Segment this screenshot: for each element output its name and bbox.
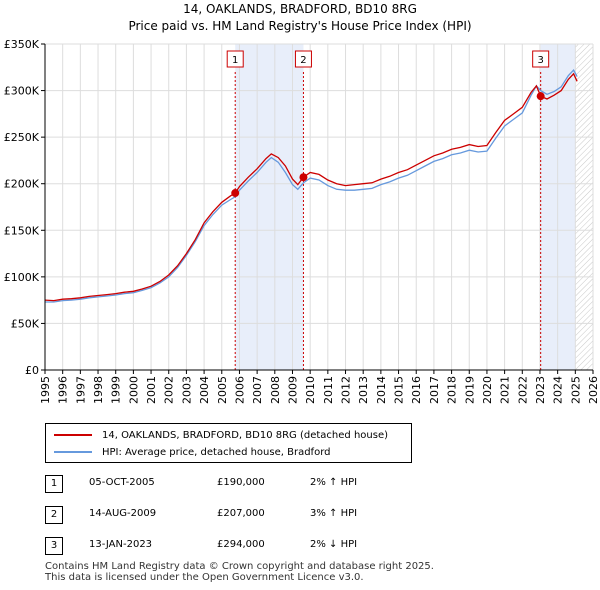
x-tick-label: 2015	[393, 376, 406, 404]
x-tick-label: 1999	[110, 376, 123, 404]
chart-title: 14, OAKLANDS, BRADFORD, BD10 8RG	[183, 2, 417, 16]
sale-marker-box	[532, 50, 550, 68]
x-tick-label: 2005	[216, 376, 229, 404]
sale-point	[536, 92, 545, 101]
y-tick-label: £200K	[4, 178, 40, 191]
x-tick-label: 2001	[145, 376, 158, 404]
transaction-hpi: 2% ↓ HPI	[310, 539, 358, 550]
transaction-price: £294,000	[217, 539, 265, 550]
sale-point	[231, 189, 240, 198]
legend-item-property: 14, OAKLANDS, BRADFORD, BD10 8RG (detach…	[54, 428, 388, 442]
legend-item-hpi: HPI: Average price, detached house, Brad…	[54, 445, 330, 459]
transaction-date: 13-JAN-2023	[89, 539, 153, 550]
legend: 14, OAKLANDS, BRADFORD, BD10 8RG (detach…	[45, 423, 412, 463]
sale-point	[299, 173, 308, 182]
price-chart: 1 2 3 £0 £50K £100K £150K £200K £250K £300K £350K…	[4, 38, 600, 404]
transaction-hpi: 2% ↑ HPI	[310, 477, 358, 488]
x-tick-label: 2014	[375, 376, 388, 404]
footer-copyright: Contains HM Land Registry data © Crown c…	[45, 561, 434, 572]
transaction-number: 2	[45, 506, 63, 524]
x-tick-label: 2009	[286, 376, 299, 404]
footer-licence: This data is licensed under the Open Gov…	[45, 572, 364, 583]
transaction-price: £207,000	[217, 508, 265, 519]
x-tick-label: 2012	[340, 376, 353, 404]
x-tick-label: 2016	[410, 376, 423, 404]
chart-subtitle: Price paid vs. HM Land Registry's House …	[128, 19, 472, 33]
x-tick-label: 2019	[463, 376, 476, 404]
legend-red-line	[54, 434, 92, 436]
sale-marker-label: 2	[300, 55, 306, 66]
transaction-price: £190,000	[217, 477, 265, 488]
x-tick-label: 1995	[39, 376, 52, 404]
y-tick-label: £250K	[4, 131, 40, 144]
x-tick-label: 2025	[569, 376, 582, 404]
transaction-date: 05-OCT-2005	[89, 477, 155, 488]
transaction-number: 3	[45, 537, 63, 555]
legend-label-hpi: HPI: Average price, detached house, Brad…	[102, 446, 331, 458]
ownership-shade	[235, 44, 304, 370]
x-tick-label: 2002	[163, 376, 176, 404]
x-tick-label: 2017	[428, 376, 441, 404]
y-tick-label: £50K	[11, 317, 40, 330]
hpi-line	[45, 69, 578, 303]
x-tick-label: 2026	[587, 376, 600, 404]
x-tick-label: 1997	[74, 376, 87, 404]
x-tick-label: 2013	[357, 376, 370, 404]
legend-label-property: 14, OAKLANDS, BRADFORD, BD10 8RG (detach…	[102, 429, 389, 441]
transaction-date: 14-AUG-2009	[89, 508, 157, 519]
x-tick-label: 1998	[92, 376, 105, 404]
transaction-number: 1	[45, 475, 63, 493]
x-tick-label: 2021	[499, 376, 512, 404]
y-tick-label: £300K	[4, 85, 40, 98]
y-tick-label: £350K	[4, 38, 40, 51]
x-tick-label: 2024	[552, 376, 565, 404]
legend-blue-line	[54, 451, 92, 453]
forecast-hatch	[575, 44, 593, 370]
x-tick-label: 2007	[251, 376, 264, 404]
x-tick-label: 2010	[304, 376, 317, 404]
transaction-hpi: 3% ↑ HPI	[310, 508, 358, 519]
x-tick-label: 2011	[322, 376, 335, 404]
x-tick-label: 2018	[446, 376, 459, 404]
x-tick-label: 2000	[127, 376, 140, 404]
x-tick-label: 2023	[534, 376, 547, 404]
x-tick-label: 2020	[481, 376, 494, 404]
x-tick-label: 2006	[233, 376, 246, 404]
x-tick-label: 2022	[516, 376, 529, 404]
sale-marker-box	[226, 50, 244, 68]
x-tick-label: 2003	[180, 376, 193, 404]
sale-marker-box	[294, 50, 312, 68]
x-tick-label: 2008	[269, 376, 282, 404]
sale-marker-label: 1	[232, 55, 238, 66]
sale-marker-label: 3	[537, 55, 543, 66]
x-tick-label: 2004	[198, 376, 211, 404]
y-tick-label: £0	[25, 364, 39, 377]
property-price-line	[44, 72, 578, 302]
y-tick-label: £150K	[4, 224, 40, 237]
x-tick-label: 1996	[57, 376, 70, 404]
y-tick-label: £100K	[4, 271, 40, 284]
